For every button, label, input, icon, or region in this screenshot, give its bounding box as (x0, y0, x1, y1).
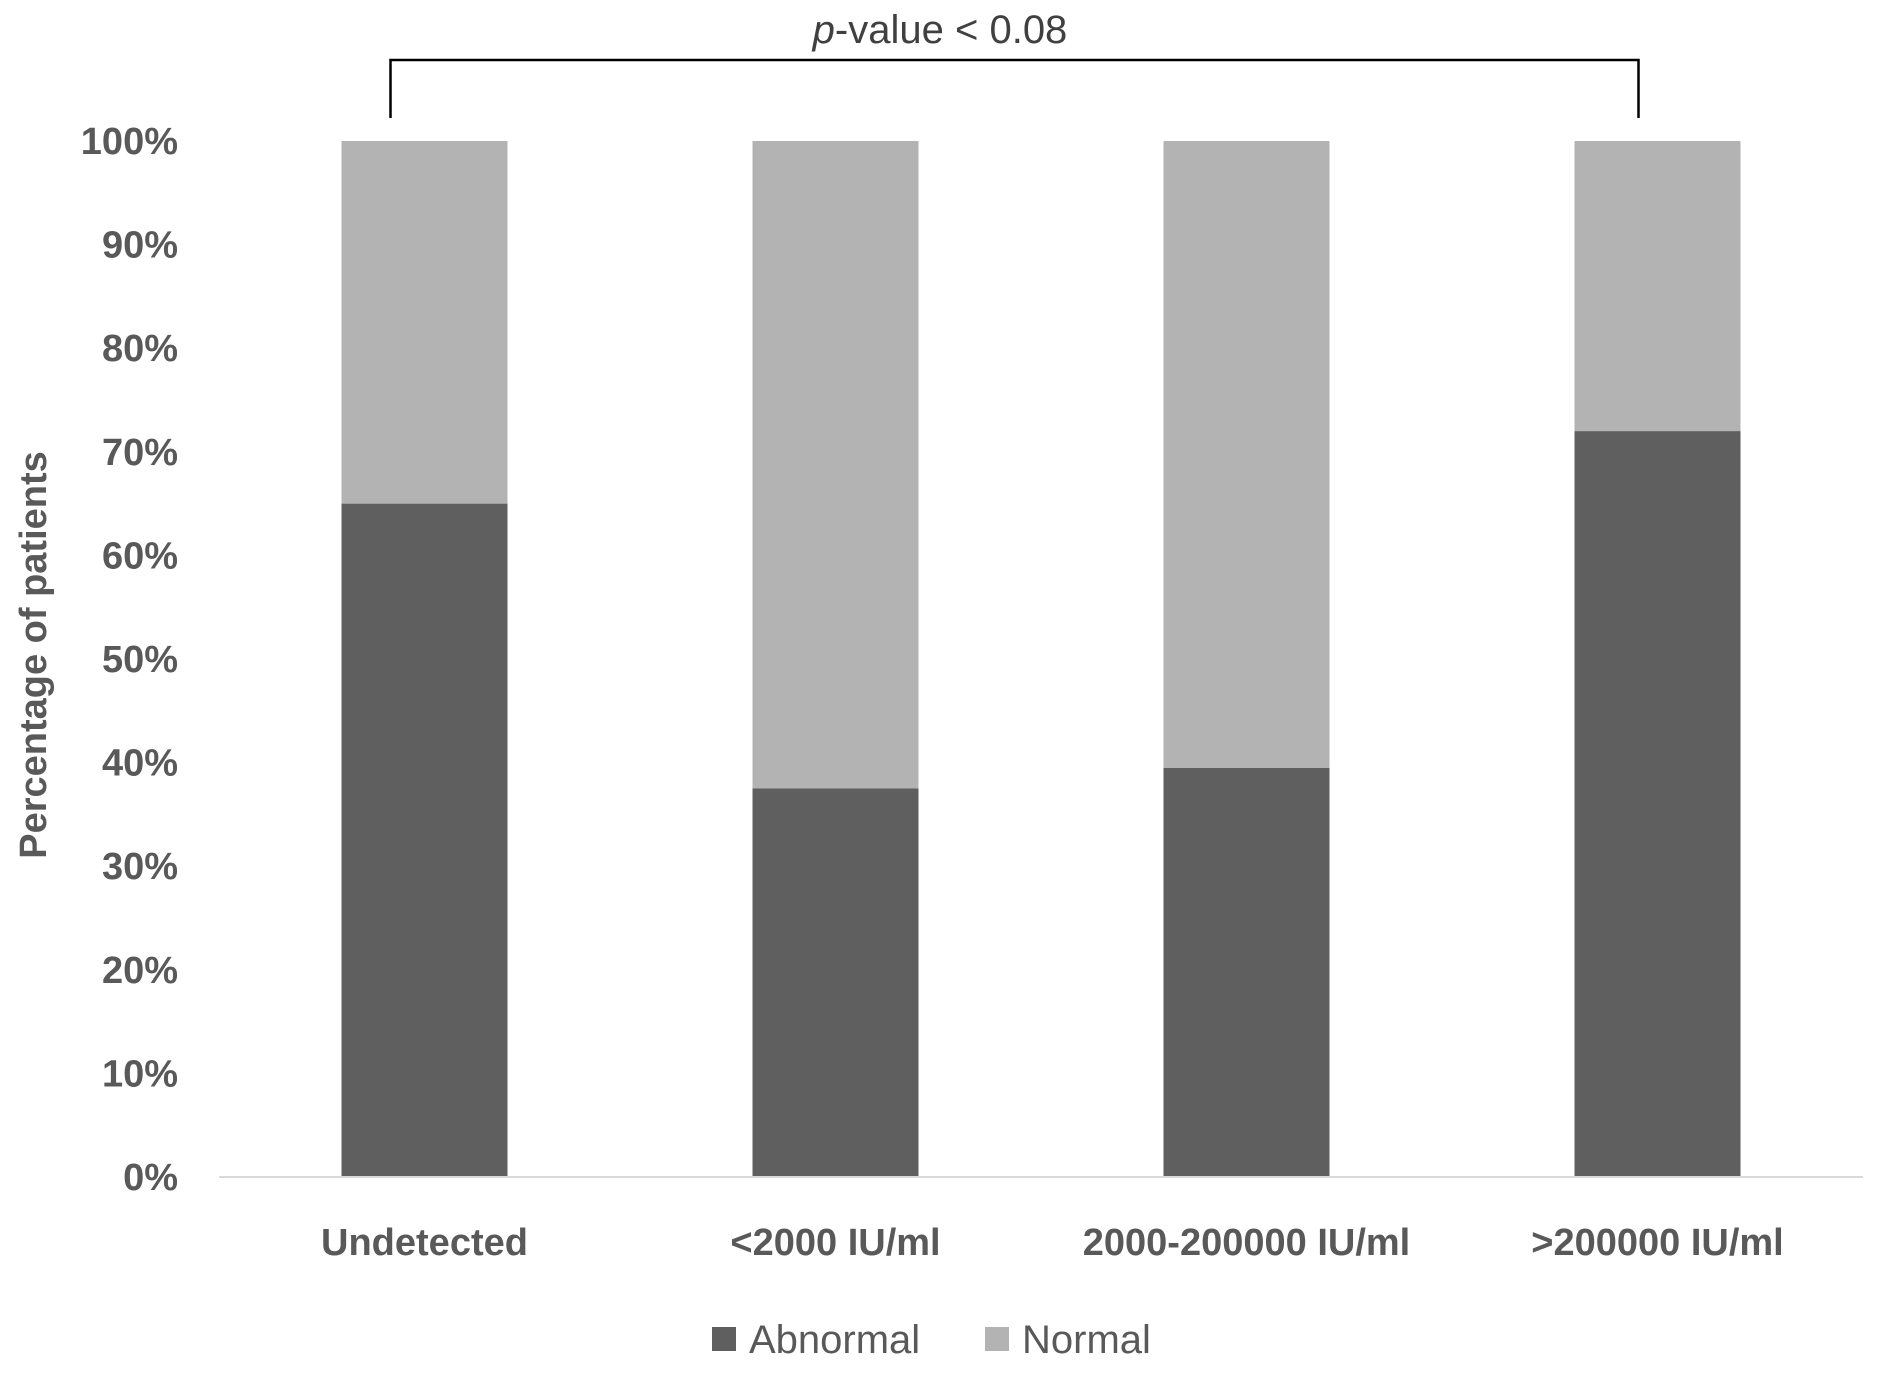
y-axis-title: Percentage of patients (13, 451, 55, 859)
bar-abnormal-2 (1163, 767, 1330, 1177)
y-tick-label: 20% (102, 950, 178, 992)
p-value-label: p-value < 0.08 (812, 8, 1068, 52)
y-axis-title-group: Percentage of patients (13, 451, 55, 859)
y-tick-label: 30% (102, 846, 178, 888)
y-tick-label: 70% (102, 432, 178, 474)
legend-swatch-normal (985, 1327, 1009, 1351)
y-tick-label: 80% (102, 328, 178, 370)
y-tick-label: 90% (102, 225, 178, 267)
significance-bracket (389, 58, 1640, 118)
x-category-label: 2000-200000 IU/ml (1083, 1222, 1410, 1264)
legend: Abnormal Normal (712, 1318, 1151, 1362)
y-tick-label: 40% (102, 743, 178, 785)
bar-abnormal-0 (341, 503, 508, 1178)
legend-swatch-abnormal (712, 1327, 736, 1351)
bar-normal-3 (1574, 141, 1741, 432)
bars (341, 141, 1741, 1178)
bar-abnormal-3 (1574, 431, 1741, 1178)
significance-annotation: p-value < 0.08 (389, 8, 1640, 118)
bar-normal-0 (341, 141, 508, 504)
x-category-label: Undetected (321, 1222, 528, 1264)
y-tick-label: 10% (102, 1053, 178, 1095)
y-tick-label: 50% (102, 639, 178, 681)
bar-normal-1 (752, 141, 919, 789)
y-tick-label: 0% (123, 1157, 178, 1199)
bar-abnormal-1 (752, 788, 919, 1177)
x-category-label: >200000 IU/ml (1531, 1222, 1783, 1264)
legend-label-abnormal: Abnormal (749, 1318, 920, 1362)
legend-label-normal: Normal (1022, 1318, 1151, 1362)
x-category-label: <2000 IU/ml (730, 1222, 940, 1264)
y-tick-label: 100% (81, 121, 178, 163)
category-labels: Undetected <2000 IU/ml 2000-200000 IU/ml >2… (321, 1222, 1784, 1264)
bar-normal-2 (1163, 141, 1330, 768)
p-value-text: -value < 0.08 (835, 8, 1067, 52)
y-axis-ticks: 0% 10% 20% 30% 40% 50% 60% 70% 80% 90% 100% (81, 121, 178, 1199)
y-tick-label: 60% (102, 535, 178, 577)
p-value-italic: p (812, 8, 835, 52)
